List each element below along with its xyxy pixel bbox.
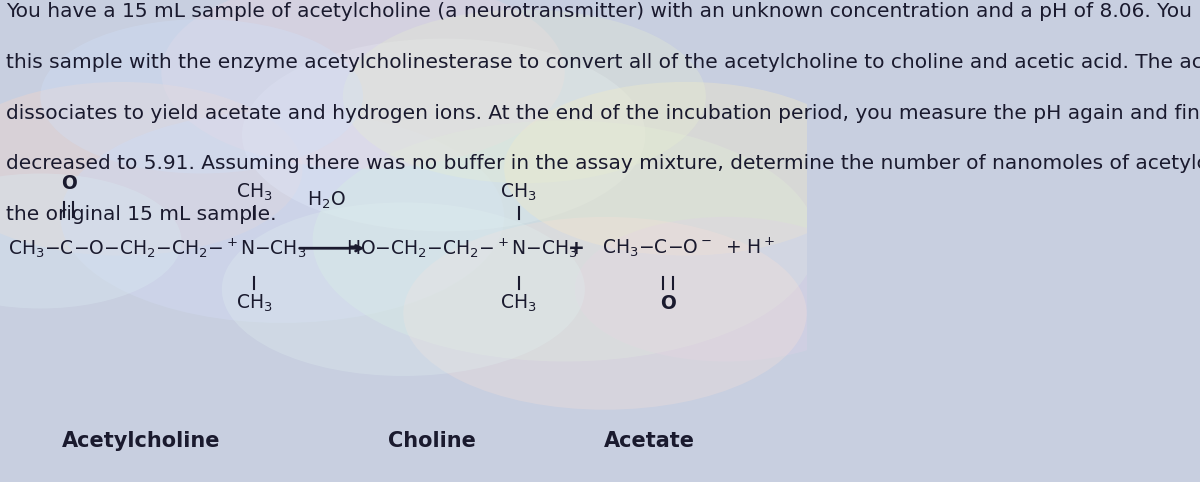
Ellipse shape (41, 19, 364, 174)
Text: $\mathsf{H_2O}$: $\mathsf{H_2O}$ (307, 189, 346, 211)
Text: this sample with the enzyme acetylcholinesterase to convert all of the acetylcho: this sample with the enzyme acetylcholin… (6, 53, 1200, 72)
Ellipse shape (504, 82, 868, 255)
Ellipse shape (343, 10, 706, 183)
Ellipse shape (0, 82, 302, 255)
Text: $\mathsf{CH_3}$: $\mathsf{CH_3}$ (235, 293, 272, 314)
Text: Acetylcholine: Acetylcholine (62, 431, 221, 451)
Text: $\mathsf{HO{-}CH_2{-}CH_2{-}{}^+N{-}CH_3}$: $\mathsf{HO{-}CH_2{-}CH_2{-}{}^+N{-}CH_3… (346, 237, 577, 260)
Text: dissociates to yield acetate and hydrogen ions. At the end of the incubation per: dissociates to yield acetate and hydroge… (6, 104, 1200, 122)
Text: $\mathsf{CH_3}$: $\mathsf{CH_3}$ (235, 182, 272, 203)
Ellipse shape (222, 202, 584, 376)
Ellipse shape (403, 217, 806, 410)
Text: $\mathsf{+\ H^+}$: $\mathsf{+\ H^+}$ (725, 238, 775, 258)
Text: decreased to 5.91. Assuming there was no buffer in the assay mixture, determine : decreased to 5.91. Assuming there was no… (6, 154, 1200, 173)
Ellipse shape (312, 120, 817, 362)
Ellipse shape (161, 0, 565, 169)
Text: You have a 15 mL sample of acetylcholine (a neurotransmitter) with an unknown co: You have a 15 mL sample of acetylcholine… (6, 2, 1200, 21)
Text: $\mathsf{CH_3}$: $\mathsf{CH_3}$ (500, 293, 538, 314)
Text: O: O (61, 174, 77, 193)
Ellipse shape (575, 217, 877, 362)
Ellipse shape (0, 174, 181, 308)
Text: $\mathsf{CH_3}$: $\mathsf{CH_3}$ (500, 182, 538, 203)
Text: Choline: Choline (388, 431, 475, 451)
Text: $\mathsf{CH_3{-}C{-}O^-}$: $\mathsf{CH_3{-}C{-}O^-}$ (602, 238, 713, 259)
Text: Acetate: Acetate (604, 431, 695, 451)
Text: $\mathsf{CH_3{-}C{-}O{-}CH_2{-}CH_2{-}{}^+N{-}CH_3}$: $\mathsf{CH_3{-}C{-}O{-}CH_2{-}CH_2{-}{}… (8, 237, 306, 260)
Ellipse shape (60, 111, 504, 323)
Ellipse shape (242, 39, 646, 231)
Text: the original 15 mL sample.: the original 15 mL sample. (6, 205, 277, 224)
Text: +: + (569, 239, 586, 258)
Text: O: O (660, 294, 676, 313)
